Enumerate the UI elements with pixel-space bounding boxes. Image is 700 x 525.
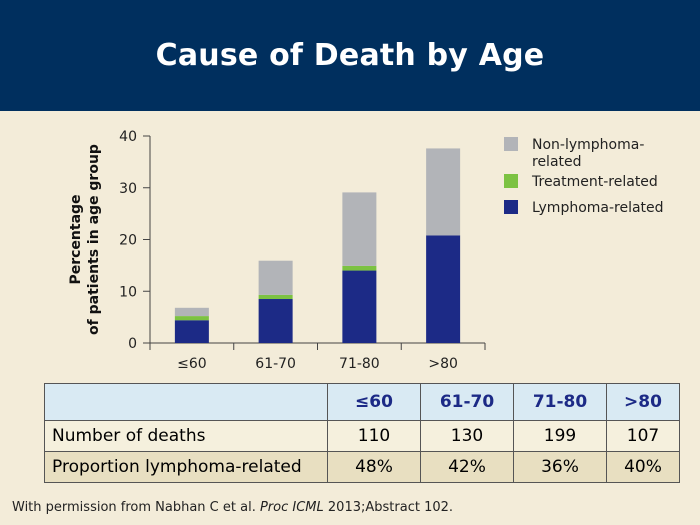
table-row: Proportion lymphoma-related 48% 42% 36% …	[44, 451, 680, 483]
title-banner: Cause of Death by Age	[0, 0, 700, 111]
table-cell: 130	[420, 420, 514, 452]
table-corner-cell	[44, 383, 328, 421]
slide-title: Cause of Death by Age	[155, 38, 545, 73]
y-tick-label: 30	[119, 181, 137, 197]
citation-prefix: With permission from Nabhan C et al.	[12, 500, 260, 515]
citation-suffix: 2013;Abstract 102.	[323, 500, 454, 515]
bar-segment	[174, 307, 209, 317]
table-cell: 199	[513, 420, 607, 452]
bar-segment	[174, 316, 209, 321]
legend-label: Non-lymphoma-	[532, 137, 644, 153]
stacked-bar-chart: 0 10 20 30 40 ≤60 61-70 71-80 >80 Percentage of pa…	[68, 129, 664, 372]
legend-swatch	[504, 137, 518, 151]
legend-swatch	[504, 200, 518, 214]
row-label: Proportion lymphoma-related	[44, 451, 328, 483]
bar-segment	[258, 260, 293, 295]
x-tick-label: 71-80	[339, 356, 380, 372]
legend-swatch	[504, 174, 518, 188]
bar-segment	[174, 320, 209, 343]
x-tick-label: 61-70	[255, 356, 296, 372]
table-row: Number of deaths 110 130 199 107	[44, 420, 680, 452]
bar-segment	[426, 148, 461, 236]
legend-label: Lymphoma-related	[532, 200, 664, 216]
col-header: ≤60	[327, 383, 421, 421]
y-tick-label: 10	[119, 284, 137, 300]
y-tick-label: 0	[128, 336, 137, 352]
table-cell: 110	[327, 420, 421, 452]
table-cell: 107	[606, 420, 680, 452]
bar-segment	[258, 299, 293, 343]
table-cell: 36%	[513, 451, 607, 483]
y-tick-label: 20	[119, 233, 137, 249]
bar-segment	[342, 265, 377, 271]
col-header: 61-70	[420, 383, 514, 421]
citation-footnote: With permission from Nabhan C et al. Pro…	[12, 500, 453, 515]
table-cell: 40%	[606, 451, 680, 483]
row-label: Number of deaths	[44, 420, 328, 452]
legend-label: related	[532, 154, 582, 170]
y-axis-label: Percentage	[68, 194, 84, 284]
table-cell: 48%	[327, 451, 421, 483]
y-tick-label: 40	[119, 129, 137, 145]
col-header: >80	[606, 383, 680, 421]
citation-journal: Proc ICML	[259, 500, 324, 515]
x-tick-label: ≤60	[177, 356, 207, 372]
bar-segment	[258, 294, 293, 300]
deaths-table: ≤60 61-70 71-80 >80 Number of deaths 110…	[44, 383, 680, 483]
col-header: 71-80	[513, 383, 607, 421]
table-cell: 42%	[420, 451, 514, 483]
y-axis-label: of patients in age group	[86, 144, 102, 335]
legend-label: Treatment-related	[531, 174, 658, 190]
bar-segment	[342, 270, 377, 343]
bar-segment	[342, 192, 377, 266]
x-tick-label: >80	[428, 356, 458, 372]
bar-segment	[426, 235, 461, 343]
table-header-row: ≤60 61-70 71-80 >80	[44, 383, 680, 421]
